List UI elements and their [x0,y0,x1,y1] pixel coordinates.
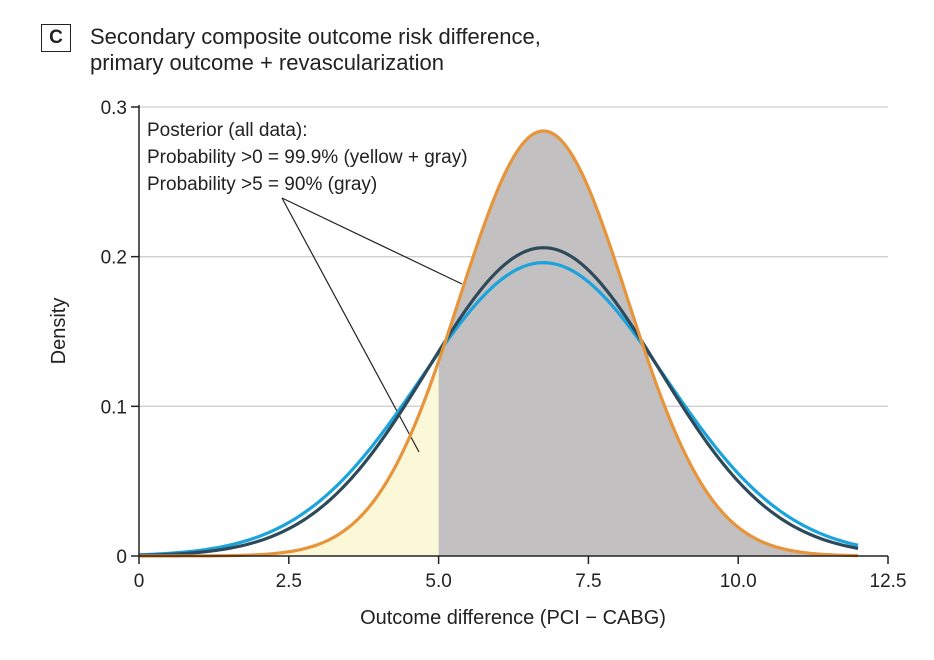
x-tick-label-3: 7.5 [575,571,601,592]
density-curves [138,129,859,558]
y-tick-label-0: 0 [116,547,127,568]
x-axis-title: Outcome difference (PCI − CABG) [360,607,666,629]
chart-labels: Outcome difference (PCI − CABG) Density … [48,120,666,629]
shaded-areas [139,130,859,556]
series-line-prior-dark [138,246,859,557]
x-tick-label-5: 12.5 [870,571,907,592]
annotation-leaders [281,197,463,453]
x-tick-label-4: 10.0 [720,571,757,592]
x-tick-label-1: 2.5 [276,571,302,592]
axes: 0 2.5 5.0 7.5 10.0 12.5 0 0.1 0.2 0.3 [101,98,907,592]
x-tick-label-2: 5.0 [425,571,451,592]
chart-title: Secondary composite outcome risk differe… [90,24,541,76]
series-line-posterior [139,129,859,558]
leader-line-gray [281,197,463,285]
shaded-region-yellow [139,361,439,556]
y-tick-label-2: 0.2 [101,248,127,269]
panel-label: C [41,24,71,52]
chart-title-line-1: Secondary composite outcome risk differe… [90,24,541,49]
x-tick-label-0: 0 [134,571,145,592]
y-axis-title: Density [48,298,70,365]
chart-title-line-2: primary outcome + revascularization [90,50,444,75]
leader-line-yellow [281,197,420,453]
annotation-line-1: Posterior (all data): [147,120,308,141]
y-tick-label-3: 0.3 [101,98,127,119]
annotation-line-3: Probability >5 = 90% (gray) [147,174,377,195]
shaded-region-gray [438,130,859,556]
y-tick-label-1: 0.1 [101,397,127,418]
annotation-line-2: Probability >0 = 99.9% (yellow + gray) [147,147,468,168]
series-line-prior-light [138,261,859,557]
